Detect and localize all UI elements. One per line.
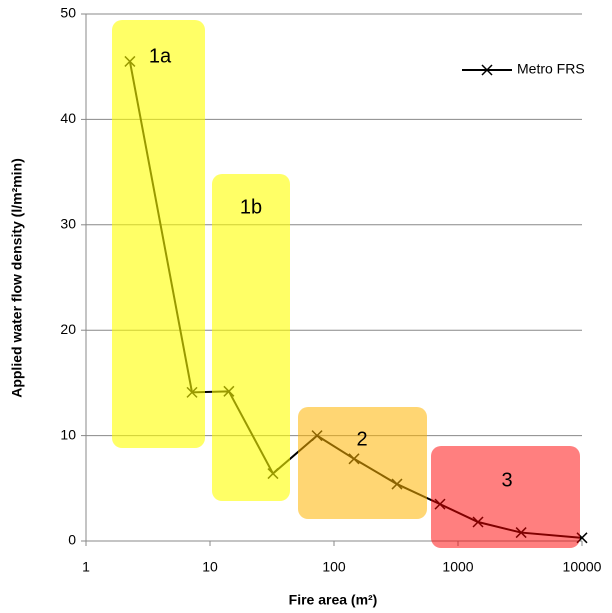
region-1a bbox=[112, 20, 205, 448]
annotation: 2 bbox=[356, 428, 367, 450]
x-axis-label: Fire area (m²) bbox=[289, 592, 378, 608]
x-tick-label: 1000 bbox=[442, 559, 473, 575]
y-tick-label: 10 bbox=[60, 426, 76, 442]
x-tick-label: 10 bbox=[202, 559, 218, 575]
y-tick-label: 20 bbox=[60, 321, 76, 337]
annotation: 1a bbox=[149, 45, 172, 67]
x-tick-label: 1 bbox=[82, 559, 90, 575]
x-tick-label: 100 bbox=[322, 559, 346, 575]
region-3 bbox=[431, 446, 580, 548]
regions bbox=[112, 20, 580, 548]
region-2 bbox=[298, 407, 427, 519]
marker bbox=[481, 64, 493, 76]
y-tick-label: 50 bbox=[60, 5, 76, 21]
annotation: 1b bbox=[240, 196, 262, 218]
region-1b bbox=[212, 174, 290, 501]
x-tick-label: 10000 bbox=[563, 559, 602, 575]
annotation: 3 bbox=[501, 469, 512, 491]
y-axis-label: Applied water flow density (l/m²min) bbox=[9, 158, 25, 398]
y-tick-label: 30 bbox=[60, 216, 76, 232]
y-tick-label: 40 bbox=[60, 110, 76, 126]
y-tick-label: 0 bbox=[68, 532, 76, 548]
legend-label: Metro FRS bbox=[517, 61, 585, 77]
legend: Metro FRS bbox=[462, 61, 585, 77]
